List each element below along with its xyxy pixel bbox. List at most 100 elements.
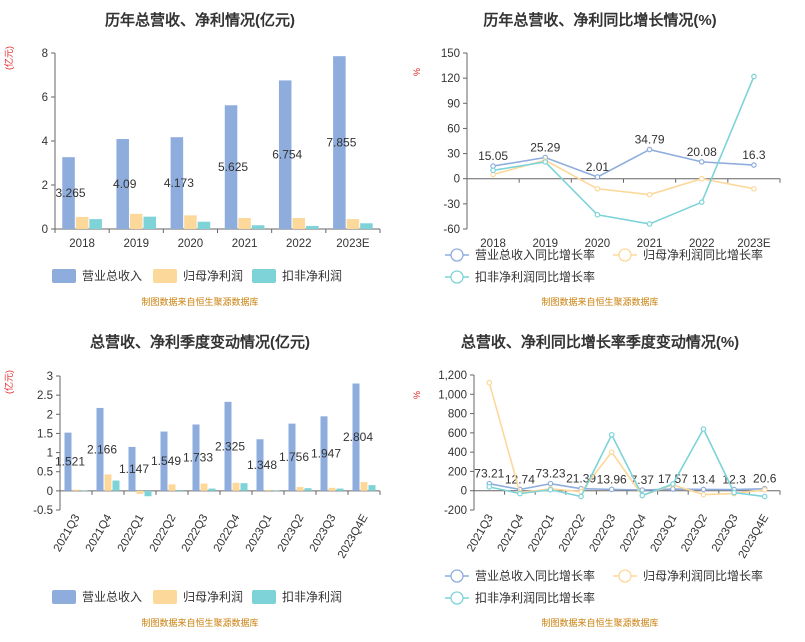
legend-swatch (153, 269, 177, 283)
bar-revenue (192, 424, 200, 491)
data-label: 2.325 (215, 439, 245, 453)
legend-item-revenue[interactable]: 营业总收入 (52, 590, 142, 604)
y-tick-label: -60 (443, 224, 460, 236)
bar-net-profit (232, 482, 240, 491)
y-tick-label: 1.5 (37, 428, 53, 440)
y-tick-label: 0.5 (37, 467, 53, 479)
point-deducted-profit (731, 489, 737, 496)
point-revenue (594, 174, 601, 180)
bar-revenue (160, 431, 168, 491)
y-tick-label: 0 (461, 486, 467, 498)
y-tick-label: 3 (47, 371, 53, 383)
y-tick-label: 1 (47, 448, 53, 460)
data-label: 1.549 (151, 454, 181, 468)
legend-label: 归母净利润 (183, 590, 243, 604)
bar-net-profit (264, 490, 272, 491)
x-tick-label: 2023Q2 (679, 513, 710, 554)
y-tick-label: 400 (448, 447, 467, 459)
y-tick-label: -200 (444, 505, 467, 517)
x-tick-label: 2023Q1 (244, 513, 275, 554)
legend-item-revenue[interactable]: 营业总收入 (52, 269, 142, 283)
y-tick-label: 6 (42, 92, 48, 104)
legend-label: 营业总收入同比增长率 (475, 568, 595, 583)
bar-net-profit (104, 474, 112, 491)
point-revenue (646, 146, 653, 153)
bar-deducted-profit (80, 490, 88, 491)
legend-item-deducted-profit[interactable]: 扣非净利润 (252, 590, 342, 604)
y-tick-label: 0 (454, 174, 460, 186)
legend-item-deducted-profit[interactable]: 扣非净利润 (252, 269, 342, 283)
bar-net-profit (292, 218, 306, 229)
y-axis-unit-label: (亿元) (3, 370, 14, 394)
legend-swatch (52, 269, 76, 283)
legend-item-net-profit[interactable]: 归母净利润 (153, 590, 243, 604)
legend-marker (450, 569, 464, 583)
legend-item-net-profit[interactable]: 归母净利润 (153, 269, 243, 283)
point-deducted-profit (646, 221, 653, 227)
point-deducted-profit (761, 493, 768, 500)
data-label: 2.804 (343, 430, 373, 444)
x-tick-label: 2023Q4E (336, 512, 371, 560)
legend-label: 扣非净利润 (282, 590, 342, 604)
point-deducted-profit (578, 493, 584, 500)
data-label: 16.3 (742, 148, 766, 162)
point-deducted-profit (698, 199, 705, 205)
point-deducted-profit (608, 431, 615, 438)
y-tick-label: 0 (42, 224, 48, 236)
data-label: 2.01 (586, 160, 610, 174)
legend-item-net-profit[interactable]: 归母净利润同比增长率 (613, 247, 763, 262)
x-tick-label: 2019 (532, 238, 558, 250)
legend-label: 归母净利润同比增长率 (643, 247, 763, 262)
y-tick-label: 120 (441, 73, 460, 85)
legend-item-net-profit[interactable]: 归母净利润同比增长率 (613, 568, 763, 583)
line-revenue (492, 148, 754, 178)
bar-revenue (64, 432, 72, 491)
data-label: 20.6 (753, 472, 777, 486)
legend-item-revenue[interactable]: 营业总收入同比增长率 (445, 247, 595, 262)
bar-deducted-profit (368, 485, 376, 491)
legend-marker (618, 569, 632, 583)
bar-net-profit (296, 487, 304, 491)
bar-deducted-profit (240, 483, 248, 491)
legend-item-revenue[interactable]: 营业总收入同比增长率 (445, 568, 595, 583)
y-tick-label: 1,000 (438, 389, 467, 401)
bar-revenue (128, 446, 136, 491)
data-label: 2.166 (87, 442, 117, 456)
point-deducted-profit (486, 484, 493, 490)
data-label: 13.96 (597, 472, 627, 486)
bar-deducted-profit (89, 219, 102, 229)
bar-revenue (278, 80, 292, 229)
bar-deducted-profit (197, 221, 211, 229)
legend-swatch (252, 590, 276, 604)
x-tick-label: 2020 (585, 238, 611, 250)
x-tick-label: 2021Q3 (465, 513, 496, 554)
data-label: 34.79 (635, 133, 665, 147)
data-label: 25.29 (530, 141, 560, 155)
point-net-profit (698, 175, 705, 182)
bar-revenue (224, 105, 238, 229)
legend-marker (450, 591, 464, 605)
chart-panel-4: 总营收、净利同比增长率季度变动情况(%)% -200 0 200 400 600 800 1,… (412, 333, 781, 628)
y-axis-unit-label: % (412, 391, 422, 399)
x-tick-label: 2022Q1 (526, 513, 557, 554)
data-label: 1.521 (55, 455, 85, 469)
x-tick-label: 2022Q2 (148, 513, 179, 554)
x-tick-label: 2021 (232, 238, 258, 250)
y-axis-unit-label: (亿元) (3, 46, 14, 70)
legend-item-deducted-profit[interactable]: 扣非净利润同比增长率 (445, 590, 595, 605)
point-deducted-profit (700, 426, 707, 432)
bar-deducted-profit (176, 490, 184, 491)
bar-deducted-profit (208, 488, 216, 491)
chart-title: 历年总营收、净利情况(亿元) (105, 11, 295, 29)
bar-deducted-profit (143, 216, 157, 229)
line-revenue (489, 482, 765, 491)
point-net-profit (700, 491, 707, 498)
x-tick-label: 2022Q3 (587, 513, 618, 554)
point-deducted-profit (547, 486, 554, 493)
point-revenue (608, 486, 615, 493)
legend-item-deducted-profit[interactable]: 扣非净利润同比增长率 (445, 269, 595, 284)
x-tick-label: 2018 (69, 238, 95, 250)
x-tick-label: 2022 (286, 238, 312, 250)
point-deducted-profit (751, 73, 757, 80)
